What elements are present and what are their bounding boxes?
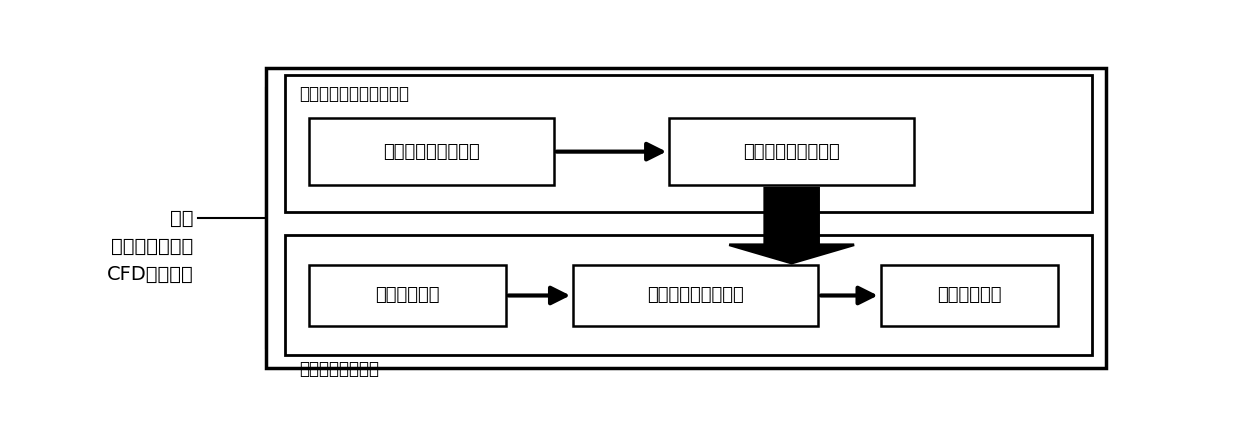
Text: 自适应机理储存模块: 自适应机理储存模块 [743,143,839,161]
Text: 自适应机理生成模块: 自适应机理生成模块 [383,143,480,161]
Text: 自适应反应机理: 自适应反应机理 [112,237,193,256]
Bar [573,265,818,326]
Bar [880,265,1058,326]
Bar [309,265,506,326]
Text: 自适应机理检索模块: 自适应机理检索模块 [647,286,744,305]
Text: 流动求解模块: 流动求解模块 [374,286,439,305]
Bar [265,68,1106,368]
Text: 数值模拟相关模块: 数值模拟相关模块 [299,359,379,378]
Bar [309,118,554,185]
Bar [670,118,914,185]
Bar [285,235,1092,355]
Text: 化学反应模块: 化学反应模块 [937,286,1002,305]
Polygon shape [729,188,854,263]
Text: 生成自适应机理相关模块: 生成自适应机理相关模块 [299,85,409,103]
Bar [285,75,1092,212]
Text: 基于: 基于 [170,209,193,228]
Text: CFD系统框架: CFD系统框架 [107,265,193,284]
